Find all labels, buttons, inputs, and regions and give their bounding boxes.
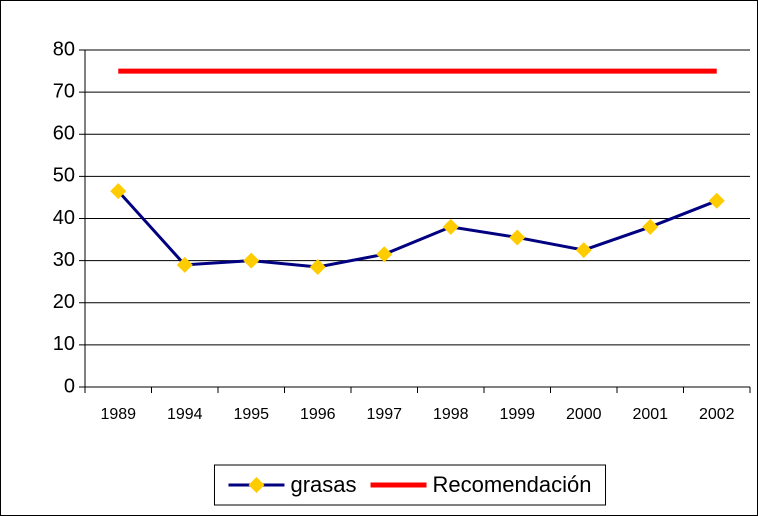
y-tick-label: 60 xyxy=(53,123,75,145)
y-tick-label: 20 xyxy=(53,291,75,313)
y-tick-label: 40 xyxy=(53,207,75,229)
x-tick-label: 2001 xyxy=(632,406,668,423)
x-tick-label: 1989 xyxy=(100,406,136,423)
x-tick-label: 2002 xyxy=(699,406,735,423)
x-tick-label: 1999 xyxy=(499,406,535,423)
point-marker xyxy=(708,192,725,209)
y-tick-label: 0 xyxy=(64,375,75,397)
x-tick-label: 1997 xyxy=(366,406,402,423)
x-tick-label: 1996 xyxy=(300,406,336,423)
point-marker xyxy=(575,242,592,259)
point-marker xyxy=(509,229,526,246)
legend-label: Recomendación xyxy=(433,472,592,497)
legend: grasas Recomendación xyxy=(213,464,607,506)
point-marker xyxy=(642,218,659,235)
point-marker xyxy=(110,183,127,200)
x-tick-label: 1995 xyxy=(233,406,269,423)
legend-item: Recomendación xyxy=(370,472,592,497)
y-tick-label: 50 xyxy=(53,165,75,187)
y-tick-label: 30 xyxy=(53,249,75,271)
y-tick-label: 10 xyxy=(53,333,75,355)
legend-marker xyxy=(248,477,265,493)
point-marker xyxy=(176,256,193,273)
x-tick-label: 1994 xyxy=(167,406,203,423)
legend-label: grasas xyxy=(290,472,356,497)
legend-item: grasas xyxy=(228,472,357,497)
x-tick-label: 1998 xyxy=(433,406,469,423)
point-marker xyxy=(442,218,459,235)
y-tick-label: 80 xyxy=(53,38,75,60)
series-line xyxy=(117,190,718,269)
point-marker xyxy=(376,246,393,263)
point-marker xyxy=(309,258,326,275)
y-tick-label: 70 xyxy=(53,80,75,102)
point-marker xyxy=(243,252,260,269)
x-tick-label: 2000 xyxy=(566,406,602,423)
